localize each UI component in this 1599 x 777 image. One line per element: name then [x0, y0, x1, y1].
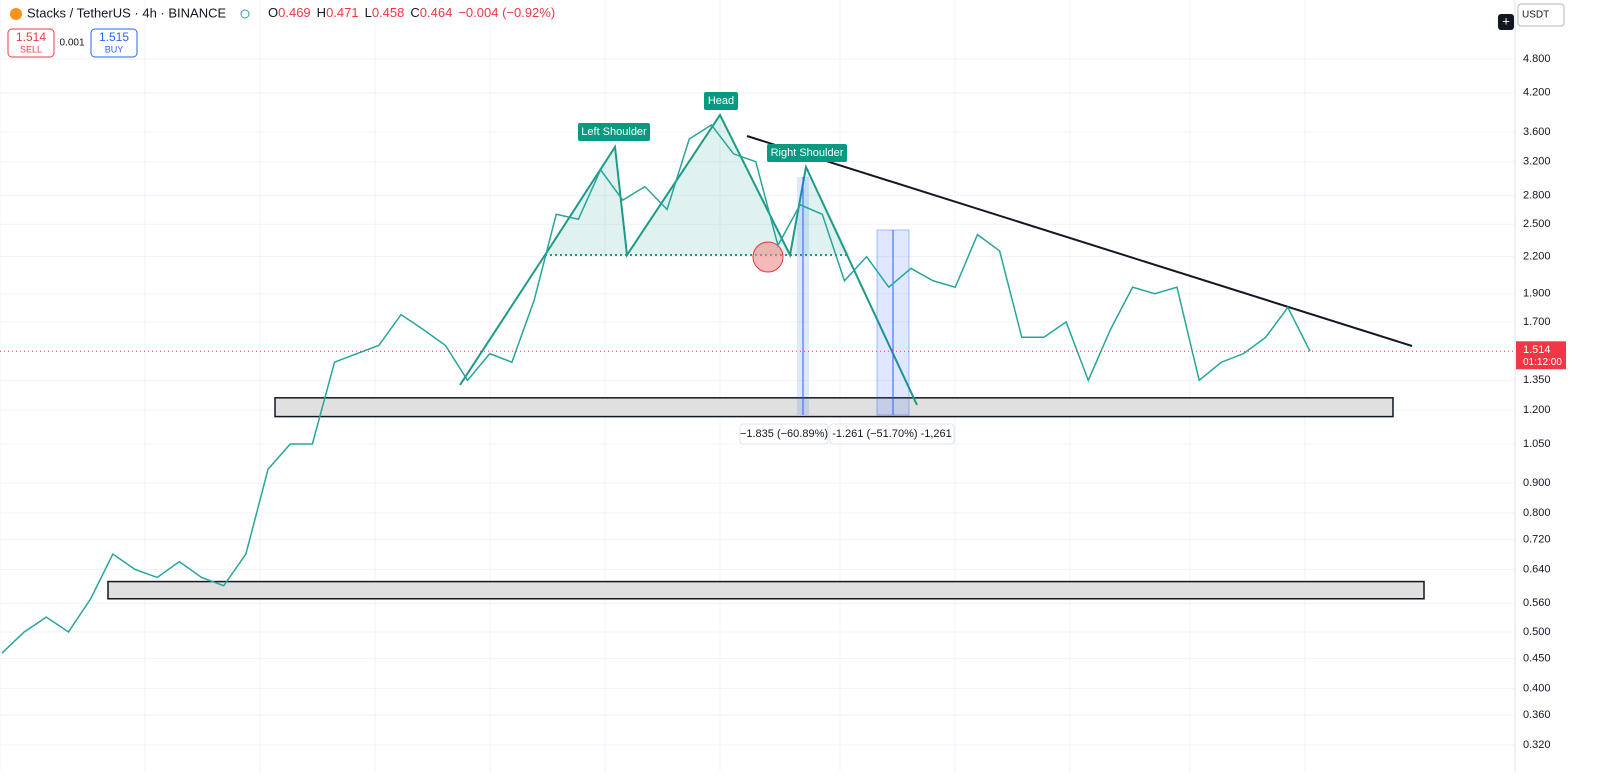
- label-box: [704, 92, 738, 110]
- sell-label: SELL: [20, 44, 42, 54]
- l-label: L: [365, 5, 372, 20]
- y-tick-label: 1.050: [1523, 438, 1551, 450]
- annotation: Head: [708, 95, 734, 107]
- annotation: Left Shoulder: [581, 126, 647, 138]
- o-value: 0.469: [278, 5, 311, 20]
- price-series: [0, 123, 1515, 654]
- y-tick-label: 3.600: [1523, 126, 1551, 138]
- y-tick-label: 0.320: [1523, 739, 1551, 751]
- y-tick-label: 0.900: [1523, 477, 1551, 489]
- symbol-icon: [10, 8, 22, 20]
- add-button[interactable]: [1498, 14, 1514, 30]
- price-axis: 4.800 4.200 3.600 3.200 2.800 2.500 2.200 1.900…: [1516, 53, 1566, 751]
- zones: [107, 397, 1425, 600]
- h-label: H: [317, 5, 326, 20]
- y-tick-label: 1.350: [1523, 374, 1551, 386]
- y-tick-label: 0.360: [1523, 709, 1551, 721]
- y-tick-label: 1.900: [1523, 288, 1551, 300]
- y-tick-label: 0.450: [1523, 653, 1551, 665]
- y-tick-label: 4.200: [1523, 87, 1551, 99]
- currency-button[interactable]: [1517, 3, 1565, 27]
- ohlc: O0.469 H0.471 L0.458 C0.464 −0.004 (−0.92%): [268, 5, 555, 20]
- pattern-fill: [627, 115, 790, 255]
- current-price-label: 1.514: [1523, 344, 1551, 356]
- currency: USDT: [1522, 10, 1549, 21]
- status-dot: [240, 9, 250, 19]
- zone: [274, 397, 1394, 418]
- pattern-line: [459, 113, 918, 406]
- add-icon: +: [1502, 13, 1510, 28]
- c-label: C: [410, 5, 419, 20]
- sell-button[interactable]: [7, 28, 55, 58]
- change: −0.004 (−0.92%): [458, 5, 555, 20]
- y-tick-label: 1.200: [1523, 404, 1551, 416]
- label-box: [578, 123, 650, 141]
- y-tick-label: 0.560: [1523, 597, 1551, 609]
- spread: 0.001: [59, 38, 84, 49]
- price-line: [1, 123, 1311, 654]
- y-tick-label: 0.640: [1523, 563, 1551, 575]
- buy-price: 1.515: [99, 30, 129, 44]
- buy-label: BUY: [105, 44, 124, 54]
- current-price-tag: [1516, 341, 1566, 370]
- y-tick-label: 3.200: [1523, 156, 1551, 168]
- trendline: [746, 135, 1413, 347]
- c-value: 0.464: [420, 5, 453, 20]
- label-box: [829, 423, 955, 445]
- o-label: O: [268, 5, 278, 20]
- annotation: Right Shoulder: [771, 147, 844, 159]
- l-value: 0.458: [372, 5, 405, 20]
- y-tick-label: 2.800: [1523, 189, 1551, 201]
- sell-price: 1.514: [16, 30, 46, 44]
- y-tick-label: 0.500: [1523, 626, 1551, 638]
- countdown: 01:12:00: [1523, 357, 1562, 368]
- y-tick-label: 0.800: [1523, 507, 1551, 519]
- label-box: [739, 423, 829, 445]
- h-value: 0.471: [326, 5, 359, 20]
- measure-label: -1.261 (−51.70%) -1,261: [832, 428, 952, 440]
- y-tick-label: 2.500: [1523, 218, 1551, 230]
- breakout-circle: [752, 241, 784, 273]
- y-tick-label: 0.400: [1523, 682, 1551, 694]
- y-tick-label: 2.200: [1523, 251, 1551, 263]
- grid: [0, 0, 1515, 772]
- pattern-fill: [790, 167, 850, 255]
- buy-button[interactable]: [90, 28, 138, 58]
- label-box: [767, 144, 847, 162]
- y-tick-label: 0.720: [1523, 533, 1551, 545]
- y-tick-label: 1.700: [1523, 316, 1551, 328]
- symbol: Stacks / TetherUS · 4h · BINANCE: [27, 5, 226, 20]
- y-tick-label: 4.800: [1523, 53, 1551, 65]
- zone: [107, 580, 1425, 600]
- measure-label: −1.835 (−60.89%): [740, 428, 828, 440]
